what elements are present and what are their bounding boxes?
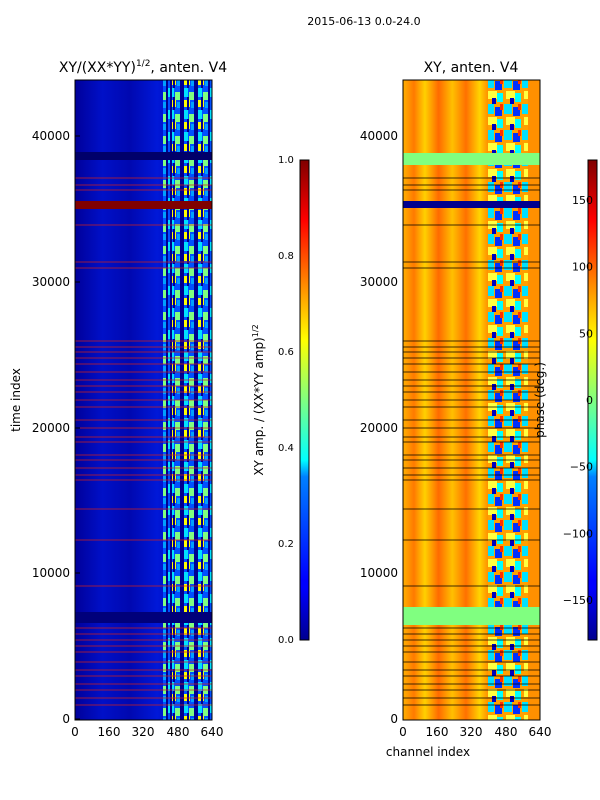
- phase-cbar-tick: 50: [579, 327, 593, 340]
- amp-cbar-tick-0.4: 0.4: [278, 443, 294, 454]
- phase-cbar-label: phase (deg.): [533, 362, 547, 438]
- amplitude-x-axis: 0 160 320 480 640: [71, 725, 223, 739]
- phase-ytick-20000: 20000: [360, 421, 398, 435]
- amplitude-title: XY/(XX*YY)1/2, anten. V4: [59, 59, 227, 76]
- amp-cbar-tick-0.8: 0.8: [278, 251, 294, 262]
- amplitude-title-main: XY/(XX*YY): [59, 60, 136, 76]
- phase-ytick-40000: 40000: [360, 129, 398, 143]
- amp-ytick-0: 0: [62, 712, 70, 726]
- phase-cbar-tick: 150: [572, 194, 593, 207]
- amp-flag-lines: [75, 177, 212, 706]
- phase-xlabel: channel index: [386, 745, 470, 759]
- figure-title: 2015-06-13 0.0-24.0: [307, 15, 420, 28]
- phase-panel: XY, anten. V4 0 10000 20000 30000 40000 …: [360, 60, 598, 759]
- amplitude-y-axis: 0 10000 20000 30000 40000 time index: [9, 129, 80, 726]
- phase-flagged-band: [403, 201, 540, 208]
- amp-xtick-0: 0: [71, 725, 79, 739]
- phase-frame: [402, 79, 541, 721]
- phase-cbar-tick: 0: [586, 394, 593, 407]
- amp-ylabel: time index: [9, 368, 23, 432]
- phase-ytick-30000: 30000: [360, 275, 398, 289]
- phase-cbar-tick: −50: [570, 461, 593, 474]
- phase-ytick-10000: 10000: [360, 566, 398, 580]
- phase-cbar-tick: −100: [563, 527, 593, 540]
- phase-colorbar-gradient: [587, 159, 598, 641]
- phase-title: XY, anten. V4: [424, 60, 519, 76]
- amp-saturated-band: [75, 201, 212, 209]
- phase-cbar-tick: −150: [563, 594, 593, 607]
- amp-ytick-20000: 20000: [32, 421, 70, 435]
- amp-cbar-tick-1.0: 1.0: [278, 155, 294, 166]
- amplitude-title-tail: , anten. V4: [150, 60, 227, 76]
- amp-colorbar-gradient: [299, 159, 310, 641]
- amp-xtick-480: 480: [167, 725, 190, 739]
- amp-xtick-160: 160: [98, 725, 121, 739]
- amp-cbar-label-exp: 1/2: [251, 324, 260, 337]
- amp-cbar-tick-0.0: 0.0: [278, 635, 294, 646]
- amplitude-title-exp: 1/2: [136, 59, 150, 69]
- phase-ytick-0: 0: [390, 712, 398, 726]
- amplitude-colorbar: 0.0 0.2 0.4 0.6 0.8 1.0 XY amp. / (XX*YY…: [251, 155, 310, 646]
- amp-ytick-30000: 30000: [32, 275, 70, 289]
- amp-xtick-640: 640: [201, 725, 224, 739]
- phase-green-band: [403, 153, 540, 165]
- amp-cbar-label: XY amp. / (XX*YY amp)1/2: [251, 324, 266, 475]
- phase-xtick-640: 640: [529, 725, 552, 739]
- amp-xtick-320: 320: [132, 725, 155, 739]
- phase-xtick-480: 480: [495, 725, 518, 739]
- phase-y-axis: 0 10000 20000 30000 40000: [360, 129, 398, 726]
- amp-cbar-tick-0.6: 0.6: [278, 347, 294, 358]
- phase-xtick-0: 0: [399, 725, 407, 739]
- amp-cbar-label-main: XY amp. / (XX*YY amp): [252, 337, 266, 475]
- phase-xtick-320: 320: [460, 725, 483, 739]
- phase-xtick-160: 160: [426, 725, 449, 739]
- amplitude-frame: [74, 79, 213, 721]
- amp-ytick-40000: 40000: [32, 129, 70, 143]
- phase-colorbar: 150 100 50 0 −50 −100 −150 phase (deg.): [533, 159, 598, 641]
- phase-heatmap: [403, 80, 540, 720]
- amplitude-heatmap: [75, 80, 212, 720]
- phase-x-axis: 0 160 320 480 640 channel index: [386, 725, 552, 759]
- phase-cbar-tick: 100: [572, 261, 593, 274]
- phase-green-band-2: [403, 607, 540, 625]
- phase-flag-lines: [403, 177, 540, 706]
- amp-cbar-tick-0.2: 0.2: [278, 539, 294, 550]
- amp-gap-band: [75, 152, 212, 160]
- amp-ytick-10000: 10000: [32, 566, 70, 580]
- amplitude-panel: XY/(XX*YY)1/2, anten. V4 0 10000 20000 3…: [9, 59, 310, 739]
- amp-gap-band-2: [75, 612, 212, 623]
